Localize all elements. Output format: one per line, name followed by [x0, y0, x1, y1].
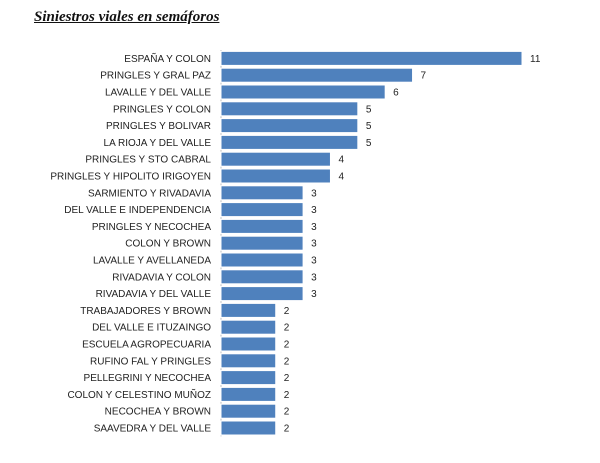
- value-label: 5: [366, 121, 372, 132]
- bar: [220, 151, 331, 167]
- bar: [220, 50, 523, 66]
- value-label: 7: [421, 71, 427, 82]
- value-label: 2: [284, 373, 290, 384]
- bar: [220, 101, 359, 117]
- bar: [220, 185, 304, 201]
- bar: [220, 386, 277, 402]
- value-label: 3: [311, 272, 317, 283]
- category-label: PRINGLES Y BOLIVAR: [106, 121, 211, 132]
- category-label: SARMIENTO Y RIVADAVIA: [88, 188, 211, 199]
- value-label: 4: [338, 172, 344, 183]
- category-label: TRABAJADORES Y BROWN: [80, 306, 211, 317]
- value-label: 3: [311, 239, 317, 250]
- category-label: PRINGLES Y COLON: [113, 104, 211, 115]
- category-label: ESCUELA AGROPECUARIA: [82, 340, 211, 351]
- bar: [220, 168, 331, 184]
- value-label: 11: [530, 54, 541, 65]
- bar: [220, 302, 277, 318]
- category-label: RIVADAVIA Y DEL VALLE: [96, 289, 212, 300]
- category-label: PRINGLES Y STO CABRAL: [85, 155, 211, 166]
- category-label: PELLEGRINI Y NECOCHEA: [84, 373, 212, 384]
- bar: [220, 235, 304, 251]
- value-label: 2: [284, 390, 290, 401]
- category-label: RUFINO FAL Y PRINGLES: [90, 356, 211, 367]
- bar: [220, 134, 359, 150]
- value-label: 4: [338, 155, 344, 166]
- value-label: 3: [311, 289, 317, 300]
- category-label: PRINGLES Y HIPOLITO IRIGOYEN: [50, 172, 211, 183]
- category-label: RIVADAVIA Y COLON: [112, 272, 211, 283]
- value-label: 2: [284, 424, 290, 435]
- category-label: SAAVEDRA Y DEL VALLE: [94, 424, 212, 435]
- value-label: 3: [311, 256, 317, 267]
- bar: [220, 252, 304, 268]
- bar: [220, 336, 277, 352]
- bar: [220, 403, 277, 419]
- value-label: 2: [284, 356, 290, 367]
- category-label: COLON Y BROWN: [125, 239, 211, 250]
- bar: [220, 269, 304, 285]
- value-label: 3: [311, 222, 317, 233]
- category-label: PRINGLES Y NECOCHEA: [92, 222, 211, 233]
- bar: [220, 218, 304, 234]
- value-label: 2: [284, 306, 290, 317]
- value-label: 2: [284, 323, 290, 334]
- category-label: LAVALLE Y DEL VALLE: [105, 88, 211, 99]
- bar: [220, 420, 277, 436]
- value-label: 3: [311, 205, 317, 216]
- bar: [220, 67, 414, 83]
- category-label: NECOCHEA Y BROWN: [105, 407, 211, 418]
- bar: [220, 84, 386, 100]
- bar: [220, 319, 277, 335]
- category-label: DEL VALLE E ITUZAINGO: [92, 323, 211, 334]
- value-label: 5: [366, 104, 372, 115]
- category-label: LAVALLE Y AVELLANEDA: [93, 256, 211, 267]
- value-label: 2: [284, 340, 290, 351]
- value-label: 2: [284, 407, 290, 418]
- category-label: DEL VALLE E INDEPENDENCIA: [64, 205, 211, 216]
- bar: [220, 370, 277, 386]
- category-label: ESPAÑA Y COLON: [124, 52, 211, 65]
- chart-title: Siniestros viales en semáforos: [34, 9, 220, 25]
- category-label: LA RIOJA Y DEL VALLE: [104, 138, 212, 149]
- bar: [220, 118, 359, 134]
- category-label: COLON Y CELESTINO MUÑOZ: [67, 388, 211, 401]
- bar: [220, 202, 304, 218]
- bar: [220, 286, 304, 302]
- value-label: 6: [393, 88, 399, 99]
- category-label: PRINGLES Y GRAL PAZ: [100, 71, 211, 82]
- bar: [220, 353, 277, 369]
- value-label: 3: [311, 188, 317, 199]
- value-label: 5: [366, 138, 372, 149]
